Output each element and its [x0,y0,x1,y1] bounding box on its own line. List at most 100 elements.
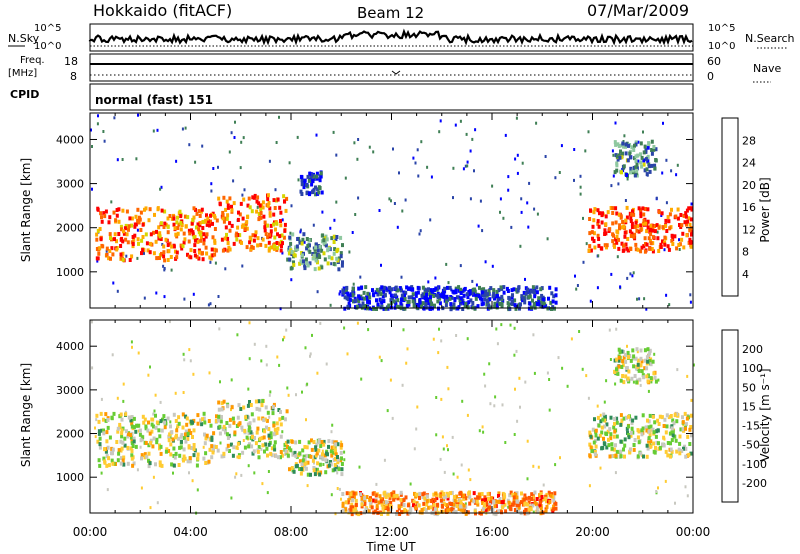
velocity-echo-cell [218,431,222,436]
power-echo-cell [539,300,543,305]
power-echo-cell [308,249,312,254]
velocity-echo-cell [108,435,112,440]
power-echo-cell [476,304,480,309]
velocity-echo-cell [617,355,621,360]
velocity-echo-cell [318,472,322,477]
power-echo-cell [314,192,318,197]
velocity-echo-cell [612,454,616,458]
velocity-echo-cell [594,433,598,438]
power-echo-cell [201,251,204,256]
velocity-echo-cell [686,434,690,439]
velocity-echo-cell [145,454,149,459]
power-echo-cell [168,214,172,218]
velocity-echo-cell [243,428,247,433]
power-data [90,113,694,312]
power-echo-cell [284,208,288,213]
velocity-echo-point [137,351,140,355]
velocity-echo-point [441,435,444,439]
velocity-echo-cell [300,467,304,472]
power-echo-cell [644,149,648,154]
velocity-echo-cell [298,467,302,471]
power-echo-point [414,161,417,165]
power-echo-cell [209,219,212,224]
power-echo-cell [128,258,132,262]
velocity-echo-cell [291,452,295,457]
power-echo-point [241,193,244,197]
velocity-echo-cell [678,441,682,446]
power-echo-cell [429,288,433,293]
velocity-echo-cell [284,441,288,445]
power-echo-point [427,280,430,284]
velocity-echo-cell [617,358,621,363]
power-echo-cell [414,293,418,298]
power-echo-cell [618,226,621,231]
power-echo-cell [223,236,227,241]
velocity-echo-cell [548,500,552,504]
power-echo-cell [361,301,365,306]
power-echo-point [312,223,315,227]
power-echo-point [354,213,357,216]
velocity-echo-point [130,340,133,344]
velocity-echo-cell [373,509,377,514]
velocity-echo-cell [393,493,397,498]
velocity-echo-cell [200,422,204,427]
velocity-echo-cell [129,418,133,423]
power-echo-cell [123,226,127,231]
power-echo-cell [668,226,672,231]
power-echo-cell [307,238,311,243]
power-echo-cell [346,293,350,298]
power-echo-cell [183,237,187,242]
velocity-echo-cell [267,435,271,440]
power-echo-point [579,174,582,178]
velocity-echo-cell [119,461,123,466]
velocity-echo-cell [333,448,337,453]
velocity-echo-cell [386,507,390,512]
velocity-echo-cell [494,512,498,517]
velocity-echo-point [650,380,653,384]
velocity-echo-cell [671,433,675,438]
velocity-echo-cell [177,463,181,467]
power-echo-cell [615,211,619,216]
velocity-echo-point [515,349,518,353]
power-echo-point [574,274,576,278]
power-echo-cell [190,221,194,226]
power-echo-point [636,297,638,301]
velocity-echo-cell [225,421,229,425]
velocity-echo-cell [331,439,335,444]
velocity-echo-point [615,327,618,331]
velocity-echo-point [413,447,416,451]
velocity-echo-cell [120,434,124,439]
velocity-echo-cell [257,445,261,449]
velocity-echo-cell [669,414,673,418]
power-echo-cell [98,246,102,251]
velocity-echo-cell [138,432,142,437]
velocity-echo-point [152,475,155,479]
power-echo-cell [349,293,353,298]
power-echo-cell [655,223,659,228]
power-echo-cell [407,302,411,307]
velocity-echo-cell [624,374,628,379]
power-echo-point [520,197,523,201]
power-echo-cell [115,239,118,244]
power-echo-cell [690,229,694,234]
power-echo-cell [226,205,230,210]
power-echo-point [465,132,468,136]
power-echo-cell [617,212,621,217]
power-echo-cell [471,287,475,292]
velocity-echo-cell [143,452,147,457]
power-echo-cell [213,252,217,257]
velocity-echo-point [380,359,383,363]
velocity-echo-point [537,465,540,469]
velocity-echo-cell [273,447,277,452]
power-echo-point [91,187,93,191]
velocity-echo-cell [606,429,610,434]
power-echo-cell [125,209,129,214]
velocity-echo-cell [226,404,230,409]
velocity-echo-cell [670,424,674,429]
power-echo-cell [273,244,276,249]
velocity-echo-cell [622,447,625,452]
power-echo-cell [119,224,123,229]
power-echo-cell [517,285,521,290]
velocity-echo-cell [440,504,444,508]
